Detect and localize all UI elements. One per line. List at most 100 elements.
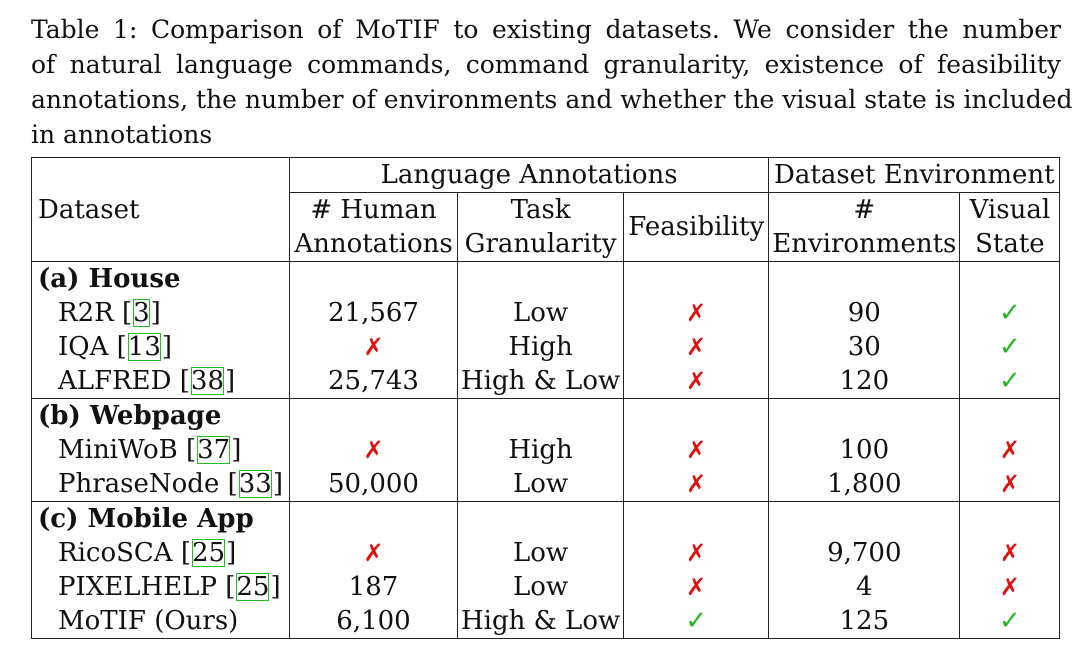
- table-caption: Table 1: Comparison of MoTIF to existing…: [31, 12, 1073, 152]
- col-header-env-1: #: [768, 192, 961, 227]
- check-icon: ✓: [998, 366, 1021, 396]
- table-row: RicoSCA [25] ✗ Low ✗ 9,700 ✗: [31, 536, 1061, 570]
- human-annotations-cell: ✗: [289, 433, 458, 467]
- group-header-row: (c) Mobile App: [31, 501, 1061, 536]
- dataset-name: R2R: [58, 298, 114, 328]
- cross-icon: ✗: [363, 333, 384, 361]
- group-header-row: (a) House: [31, 261, 1061, 296]
- dataset-name-cell: ALFRED [38]: [31, 364, 290, 399]
- empty-cell: [456, 501, 625, 536]
- citation-link[interactable]: 25: [236, 572, 270, 602]
- human-annotations-cell: 21,567: [289, 296, 458, 330]
- human-annotations-cell: ✗: [289, 536, 458, 570]
- feasibility-cell: ✗: [623, 570, 770, 604]
- empty-cell: [623, 398, 770, 433]
- dataset-name-cell: MiniWoB [37]: [31, 433, 290, 467]
- empty-cell: [768, 261, 961, 296]
- citation-link[interactable]: 13: [127, 332, 161, 362]
- col-header-visual-2: State: [959, 227, 1061, 262]
- visual-state-cell: ✓: [959, 330, 1061, 364]
- cross-icon: ✗: [686, 367, 707, 395]
- empty-cell: [289, 398, 458, 433]
- table-row: ALFRED [38] 25,743 High & Low ✗ 120 ✓: [31, 364, 1061, 399]
- feasibility-cell: ✗: [623, 433, 770, 467]
- table-row: IQA [13] ✗ High ✗ 30 ✓: [31, 330, 1061, 364]
- empty-cell: [959, 261, 1061, 296]
- citation-link[interactable]: 38: [190, 366, 224, 396]
- group-title: (a) House: [31, 261, 290, 296]
- dataset-name: IQA: [58, 332, 109, 362]
- environments-cell: 1,800: [768, 467, 961, 502]
- group-header-environment: Dataset Environment: [768, 157, 1061, 193]
- dataset-name: PhraseNode: [58, 469, 220, 499]
- environments-cell: 9,700: [768, 536, 961, 570]
- citation-link[interactable]: 25: [192, 538, 226, 568]
- human-annotations-cell: ✗: [289, 330, 458, 364]
- dataset-name-cell: R2R [3]: [31, 296, 290, 330]
- citation-link[interactable]: 37: [197, 435, 231, 465]
- granularity-cell: Low: [456, 570, 625, 604]
- environments-cell: 30: [768, 330, 961, 364]
- dataset-name-cell: RicoSCA [25]: [31, 536, 290, 570]
- dataset-name-cell: PhraseNode [33]: [31, 467, 290, 502]
- citation-link[interactable]: 33: [238, 469, 272, 499]
- citation-link[interactable]: 3: [133, 298, 150, 328]
- human-annotations-cell: 25,743: [289, 364, 458, 399]
- dataset-name-cell: MoTIF (Ours): [31, 604, 290, 639]
- feasibility-cell: ✗: [623, 467, 770, 502]
- empty-cell: [768, 398, 961, 433]
- feasibility-cell: ✗: [623, 330, 770, 364]
- table-row: PIXELHELP [25] 187 Low ✗ 4 ✗: [31, 570, 1061, 604]
- group-header-row: (b) Webpage: [31, 398, 1061, 433]
- empty-cell: [623, 261, 770, 296]
- group-title: (b) Webpage: [31, 398, 290, 433]
- caption-line: Table 1: Comparison of MoTIF to existing…: [31, 15, 1061, 44]
- col-header-dataset-label: Dataset: [38, 194, 140, 225]
- dataset-name: PIXELHELP: [58, 572, 217, 602]
- empty-cell: [959, 501, 1061, 536]
- visual-state-cell: ✗: [959, 570, 1061, 604]
- caption-line: of natural language commands, command gr…: [31, 50, 1061, 79]
- environments-cell: 125: [768, 604, 961, 639]
- cross-icon: ✗: [686, 539, 707, 567]
- comparison-table: Language Annotations Dataset Environment…: [31, 157, 1061, 639]
- col-header-dataset: Dataset: [31, 192, 290, 262]
- cross-icon: ✗: [999, 470, 1020, 498]
- granularity-cell: High: [456, 330, 625, 364]
- cross-icon: ✗: [363, 539, 384, 567]
- visual-state-cell: ✓: [959, 296, 1061, 330]
- col-header-visual-1: Visual: [959, 192, 1061, 227]
- empty-cell: [456, 261, 625, 296]
- cross-icon: ✗: [999, 539, 1020, 567]
- table-row: R2R [3] 21,567 Low ✗ 90 ✓: [31, 296, 1061, 330]
- human-annotations-cell: 187: [289, 570, 458, 604]
- visual-state-cell: ✓: [959, 604, 1061, 639]
- granularity-cell: Low: [456, 536, 625, 570]
- col-header-task-2: Granularity: [456, 227, 625, 262]
- table-body: (a) House R2R [3] 21,567 Low ✗ 90 ✓ IQA [13] ✗ Hi…: [31, 261, 1061, 639]
- dataset-name: ALFRED: [58, 366, 172, 396]
- check-icon: ✓: [685, 606, 708, 636]
- empty-cell: [289, 261, 458, 296]
- visual-state-cell: ✗: [959, 467, 1061, 502]
- visual-state-cell: ✗: [959, 433, 1061, 467]
- granularity-cell: High & Low: [456, 604, 625, 639]
- cross-icon: ✗: [999, 573, 1020, 601]
- caption-line: in annotations: [31, 120, 213, 149]
- granularity-cell: High & Low: [456, 364, 625, 399]
- cross-icon: ✗: [686, 299, 707, 327]
- feasibility-cell: ✗: [623, 364, 770, 399]
- cross-icon: ✗: [363, 436, 384, 464]
- feasibility-cell: ✗: [623, 296, 770, 330]
- empty-cell: [768, 501, 961, 536]
- table-row: MiniWoB [37] ✗ High ✗ 100 ✗: [31, 433, 1061, 467]
- cross-icon: ✗: [686, 573, 707, 601]
- human-annotations-cell: 6,100: [289, 604, 458, 639]
- visual-state-cell: ✓: [959, 364, 1061, 399]
- col-header-task-1: Task: [456, 192, 625, 227]
- granularity-cell: Low: [456, 467, 625, 502]
- cross-icon: ✗: [686, 333, 707, 361]
- header-blank: [31, 157, 290, 193]
- group-header-language: Language Annotations: [288, 157, 770, 193]
